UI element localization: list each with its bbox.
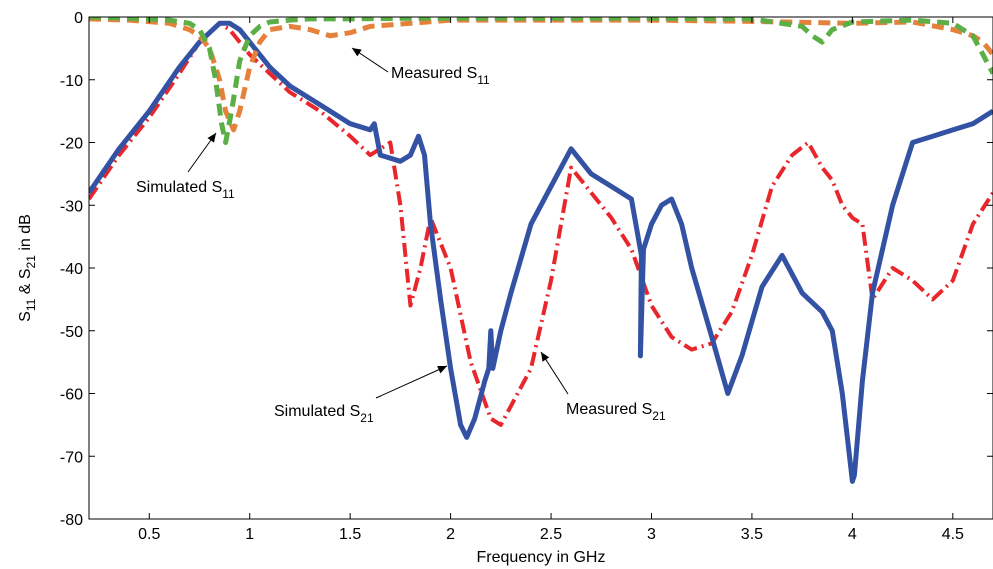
y-tick-label: -20	[60, 136, 83, 153]
series-line-simulated-s21	[89, 20, 993, 484]
annotation-measured-s21: Measured S21	[540, 351, 666, 423]
x-tick-label: 3.5	[741, 526, 763, 543]
series-layer	[89, 17, 993, 484]
x-axis-label: Frequency in GHz	[477, 549, 606, 566]
annotation-label: Measured S11	[391, 65, 490, 87]
annotation-label: Simulated S11	[136, 179, 235, 201]
annotation-arrow-head	[541, 352, 550, 362]
annotation-label: Simulated S21	[274, 403, 374, 425]
annotation-arrow-line	[375, 365, 448, 399]
x-tick-label: 4.5	[942, 526, 964, 543]
y-axis-label: S11 & S21 in dB	[17, 214, 38, 322]
y-tick-label: 0	[74, 10, 83, 27]
annotation-arrow-head	[207, 133, 216, 143]
x-tick-label: 2.5	[540, 526, 562, 543]
y-axis-label-mid: & S	[17, 268, 34, 298]
annotation-label: Measured S21	[566, 401, 666, 423]
svg-text:S11 & S21 in dB: S11 & S21 in dB	[17, 214, 38, 322]
annotation-simulated-s11: Simulated S11	[136, 132, 235, 201]
series-line-measured-s11	[89, 17, 993, 133]
series-line-measured-s21	[89, 21, 993, 427]
y-tick-label: -60	[60, 387, 83, 404]
x-tick-label: 0.5	[138, 526, 160, 543]
y-tick-label: -50	[60, 324, 83, 341]
y-axis-label-main: S	[17, 311, 34, 322]
annotation-arrow-head	[437, 366, 447, 374]
x-tick-label: 3	[647, 526, 656, 543]
y-axis-label-sub2: 21	[24, 255, 38, 269]
y-tick-label: -70	[60, 449, 83, 466]
x-tick-label: 1	[245, 526, 254, 543]
y-axis-label-tail: in dB	[17, 214, 34, 255]
y-tick-label: -10	[60, 73, 83, 90]
y-tick-label: -30	[60, 198, 83, 215]
x-tick-label: 1.5	[339, 526, 361, 543]
series-line-simulated-s11	[89, 17, 993, 145]
annotation-layer: Measured S11 Simulated S11 Simulated S21 Me…	[136, 47, 666, 425]
annotation-measured-s11: Measured S11	[351, 47, 490, 87]
x-tick-label: 4	[848, 526, 857, 543]
annotation-simulated-s21: Simulated S21	[274, 365, 448, 425]
annotation-arrow-head	[352, 48, 362, 57]
y-tick-label: -40	[60, 261, 83, 278]
tick-layer: 0.5 1 1.5 2 2.5 3 3.5 4 4.5 0 -10 -20 -30 -40 -50 -60 -7…	[60, 10, 993, 543]
y-tick-label: -80	[60, 512, 83, 529]
plot-background	[89, 17, 993, 519]
y-axis-label-sub1: 11	[24, 298, 38, 311]
x-tick-label: 2	[446, 526, 455, 543]
